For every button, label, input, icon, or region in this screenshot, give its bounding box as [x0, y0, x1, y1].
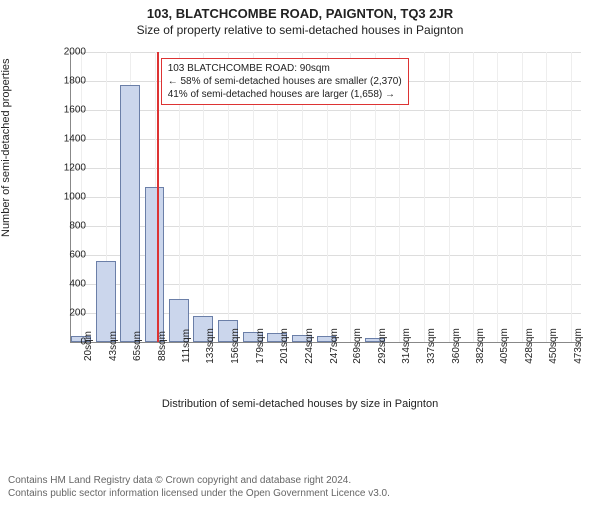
histogram-bar [120, 85, 140, 342]
y-tick-label: 600 [46, 250, 86, 261]
gridline-v [497, 52, 498, 342]
y-tick-label: 1800 [46, 76, 86, 87]
x-tick-label: 405sqm [499, 328, 510, 364]
gridline-v [449, 52, 450, 342]
y-tick-label: 1600 [46, 105, 86, 116]
page-title: 103, BLATCHCOMBE ROAD, PAIGNTON, TQ3 2JR [0, 6, 600, 21]
plot-area: 103 BLATCHCOMBE ROAD: 90sqm← 58% of semi… [70, 52, 581, 343]
annotation-box: 103 BLATCHCOMBE ROAD: 90sqm← 58% of semi… [161, 58, 409, 105]
histogram-bar [96, 261, 116, 342]
x-tick-label: 111sqm [181, 329, 192, 363]
x-tick-label: 450sqm [548, 328, 559, 364]
footer-line: Contains public sector information licen… [8, 487, 390, 500]
gridline-v [473, 52, 474, 342]
x-tick-label: 473sqm [573, 328, 584, 364]
gridline-v [522, 52, 523, 342]
x-tick-label: 88sqm [157, 331, 168, 361]
chart-container: Number of semi-detached properties 103 B… [0, 42, 600, 432]
x-tick-label: 314sqm [401, 328, 412, 364]
gridline-v [571, 52, 572, 342]
y-tick-label: 0 [46, 337, 86, 348]
y-tick-label: 1200 [46, 163, 86, 174]
x-tick-label: 428sqm [524, 328, 535, 364]
x-tick-label: 20sqm [83, 331, 94, 361]
x-tick-label: 156sqm [230, 328, 241, 364]
x-tick-label: 337sqm [426, 328, 437, 364]
annotation-line: 103 BLATCHCOMBE ROAD: 90sqm [168, 62, 402, 75]
gridline-v [546, 52, 547, 342]
marker-line [157, 52, 159, 342]
y-tick-label: 400 [46, 279, 86, 290]
x-tick-label: 43sqm [108, 331, 119, 361]
x-tick-label: 382sqm [475, 328, 486, 364]
x-tick-label: 247sqm [329, 328, 340, 364]
footer-line: Contains HM Land Registry data © Crown c… [8, 474, 390, 487]
y-tick-label: 200 [46, 308, 86, 319]
histogram-bar [145, 187, 165, 342]
y-axis-label: Number of semi-detached properties [0, 58, 12, 237]
y-tick-label: 800 [46, 221, 86, 232]
annotation-line: ← 58% of semi-detached houses are smalle… [168, 75, 402, 88]
x-axis-label: Distribution of semi-detached houses by … [0, 398, 600, 410]
x-tick-label: 269sqm [352, 328, 363, 364]
x-tick-label: 360sqm [451, 328, 462, 364]
x-tick-label: 65sqm [132, 331, 143, 361]
x-tick-label: 179sqm [255, 328, 266, 364]
gridline-v [424, 52, 425, 342]
y-tick-label: 1000 [46, 192, 86, 203]
x-tick-label: 224sqm [304, 328, 315, 364]
annotation-line: 41% of semi-detached houses are larger (… [168, 88, 402, 101]
y-tick-label: 1400 [46, 134, 86, 145]
footer-credits: Contains HM Land Registry data © Crown c… [8, 474, 390, 500]
x-tick-label: 292sqm [377, 328, 388, 364]
y-tick-label: 2000 [46, 47, 86, 58]
x-tick-label: 201sqm [279, 328, 290, 364]
x-tick-label: 133sqm [205, 328, 216, 364]
page-subtitle: Size of property relative to semi-detach… [0, 23, 600, 37]
